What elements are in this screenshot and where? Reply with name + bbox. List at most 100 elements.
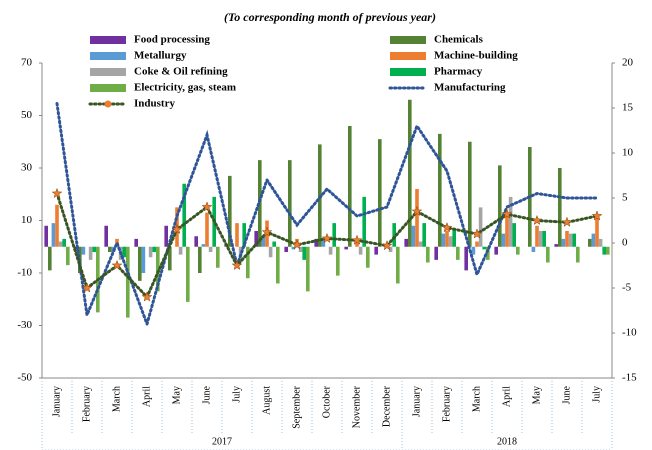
- bar: [602, 246, 606, 255]
- bar: [512, 223, 516, 247]
- bar: [168, 246, 172, 271]
- bar: [388, 246, 393, 252]
- marker: [591, 210, 603, 221]
- marker: [501, 208, 513, 219]
- bar: [246, 246, 250, 279]
- legend-swatch: [390, 36, 426, 44]
- bar: [44, 225, 48, 247]
- x-tick-label: May: [171, 386, 182, 404]
- bar: [441, 233, 446, 247]
- bar: [542, 231, 546, 247]
- marker: [51, 187, 63, 199]
- y-tick-label: 50: [21, 109, 33, 121]
- bar: [272, 241, 276, 247]
- bar: [306, 246, 310, 292]
- x-tick-label: March: [471, 386, 482, 412]
- legend-label: Manufacturing: [434, 82, 506, 94]
- y2-tick-label: 0: [622, 237, 628, 249]
- bar: [321, 238, 326, 247]
- bar: [51, 223, 56, 247]
- bar: [156, 246, 160, 292]
- bar: [434, 246, 438, 260]
- y-tick-label: 70: [21, 57, 33, 69]
- legend-swatch: [390, 68, 426, 76]
- x-tick-label: February: [81, 386, 92, 422]
- bar: [348, 126, 352, 247]
- marker: [351, 234, 363, 245]
- bar: [235, 223, 239, 247]
- marker: [561, 216, 573, 227]
- bar: [498, 165, 502, 247]
- marker: [201, 201, 213, 212]
- bar: [66, 246, 70, 266]
- marker: [531, 214, 543, 226]
- bar: [55, 204, 59, 247]
- y-tick-label: -10: [17, 267, 32, 279]
- x-tick-label: December: [381, 385, 392, 427]
- bar: [478, 207, 483, 247]
- bar: [228, 175, 232, 247]
- y2-tick-label: 10: [622, 147, 634, 159]
- bar: [606, 246, 610, 255]
- x-tick-label: April: [141, 386, 152, 407]
- legend-marker: [104, 100, 112, 108]
- bar: [554, 244, 558, 247]
- marker: [471, 228, 483, 239]
- bar: [152, 246, 156, 252]
- bar: [558, 168, 562, 247]
- x-tick-label: May: [531, 386, 542, 404]
- bar: [572, 233, 576, 247]
- bar: [238, 246, 243, 260]
- legend-swatch: [90, 84, 126, 92]
- x-tick-label: March: [111, 386, 122, 412]
- bar: [302, 246, 306, 260]
- bar: [482, 246, 486, 250]
- legend-label: Metallurgy: [134, 50, 187, 62]
- bar: [392, 223, 396, 247]
- year-label: 2017: [212, 436, 232, 447]
- bar: [164, 225, 168, 247]
- legend-swatch: [90, 68, 126, 76]
- x-tick-label: June: [201, 385, 212, 404]
- x-tick-label: August: [261, 386, 272, 415]
- year-label: 2018: [497, 436, 517, 447]
- bar: [288, 160, 292, 247]
- bar: [355, 238, 359, 247]
- bar: [138, 246, 142, 281]
- marker: [231, 259, 243, 271]
- bar: [501, 233, 506, 247]
- bar: [505, 215, 509, 247]
- legend-swatch: [90, 52, 126, 60]
- bar: [216, 246, 220, 268]
- bar: [122, 246, 126, 258]
- bar: [535, 225, 539, 247]
- bar: [378, 139, 382, 247]
- legend-label: Chemicals: [434, 34, 484, 46]
- bar: [486, 246, 490, 260]
- bar: [591, 233, 596, 247]
- bar: [561, 238, 566, 247]
- bar: [134, 238, 138, 247]
- bar: [178, 246, 183, 255]
- bar: [141, 246, 146, 273]
- bar: [284, 246, 288, 252]
- bar: [201, 244, 206, 247]
- marker: [261, 226, 273, 237]
- bar: [186, 246, 190, 302]
- bar: [508, 196, 513, 247]
- legend-label: Pharmacy: [434, 66, 483, 78]
- marker: [81, 282, 93, 293]
- legend-label: Coke & Oil refining: [134, 66, 228, 78]
- bar: [58, 241, 63, 247]
- bar: [411, 225, 416, 247]
- marker: [111, 259, 123, 271]
- bar: [336, 246, 340, 276]
- y2-tick-label: -5: [622, 282, 632, 294]
- y-tick-label: 30: [21, 162, 33, 174]
- x-tick-label: July: [591, 386, 602, 403]
- bar: [332, 223, 336, 247]
- bar: [298, 246, 303, 252]
- bar: [374, 246, 378, 255]
- legend-swatch: [90, 36, 126, 44]
- y2-tick-label: 15: [622, 102, 634, 114]
